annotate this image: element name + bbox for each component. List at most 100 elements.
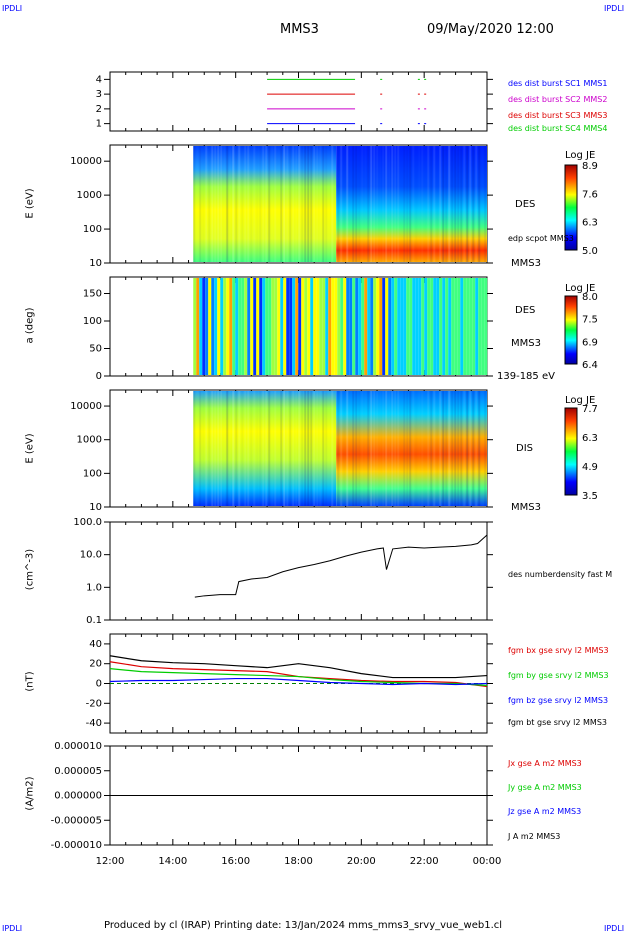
des-energy-overlay-label: edp scpot MMS3 bbox=[508, 234, 574, 243]
dis-energy-stripe bbox=[235, 391, 238, 506]
des-energy-stripe bbox=[277, 146, 279, 262]
des-pitch-column bbox=[304, 278, 308, 375]
des-energy-stripe bbox=[334, 146, 336, 262]
des-energy-stripe bbox=[322, 146, 325, 262]
des-pitch-column bbox=[319, 278, 323, 375]
des-pitch-column bbox=[364, 278, 368, 375]
des-pitch-column bbox=[301, 278, 305, 375]
density-tick-label: 1.0 bbox=[86, 582, 102, 593]
des-energy-stripe bbox=[232, 146, 235, 262]
fgm-tick-label: 0 bbox=[96, 679, 102, 690]
des-pitch-column bbox=[283, 278, 287, 375]
dis-energy-stripe bbox=[286, 391, 289, 506]
des-energy-stripe bbox=[463, 146, 466, 262]
des-pitch-column bbox=[352, 278, 356, 375]
dis-energy-stripe bbox=[418, 391, 420, 506]
des-pitch-column bbox=[307, 278, 311, 375]
des-pitch-column bbox=[391, 278, 395, 375]
dis-energy-stripe bbox=[319, 391, 321, 506]
des-energy-stripe bbox=[394, 146, 397, 262]
dis-energy-stripe bbox=[265, 391, 268, 506]
dis-energy-stripe bbox=[403, 391, 406, 506]
colorbar-tick-label: 8.9 bbox=[582, 161, 598, 172]
des-energy-stripe bbox=[403, 146, 406, 262]
fgm-bz-legend: fgm bz gse srvy l2 MMS3 bbox=[508, 696, 609, 705]
des-pitch-column bbox=[268, 278, 272, 375]
des-pitch-column bbox=[403, 278, 407, 375]
dis-energy-stripe bbox=[313, 391, 316, 506]
legend-burst-sc2: des dist burst SC2 MMS2 bbox=[508, 95, 608, 104]
des-energy-stripe bbox=[319, 146, 321, 262]
des-pitch-tick-label: 0 bbox=[96, 371, 102, 382]
burst-tick-label: 4 bbox=[96, 74, 102, 85]
dis-energy-stripe bbox=[262, 391, 265, 506]
dis-energy-stripe bbox=[217, 391, 220, 506]
des-energy-stripe bbox=[457, 146, 460, 262]
des-energy-stripe bbox=[409, 146, 412, 262]
dis-energy-stripe bbox=[427, 391, 430, 506]
des-pitch-column bbox=[448, 278, 452, 375]
burst-tick-label: 2 bbox=[96, 104, 102, 115]
des-energy-stripe bbox=[385, 146, 388, 262]
des-energy-stripe bbox=[217, 146, 220, 262]
des-energy-stripe bbox=[364, 146, 366, 262]
dis-energy-stripe bbox=[277, 391, 279, 506]
des-energy-stripe bbox=[298, 146, 301, 262]
datetime-title: 09/May/2020 12:00 bbox=[427, 22, 554, 37]
colorbar-tick-label: 6.3 bbox=[582, 218, 598, 229]
des-pitch-column bbox=[397, 278, 401, 375]
des-pitch-column bbox=[385, 278, 389, 375]
dis-energy-stripe bbox=[358, 391, 361, 506]
des-pitch-column bbox=[211, 278, 215, 375]
des-pitch-column bbox=[334, 278, 338, 375]
dis-energy-stripe bbox=[211, 391, 214, 506]
des-energy-stripe bbox=[367, 146, 370, 262]
dis-energy-stripe bbox=[382, 391, 385, 506]
des-pitch-column bbox=[232, 278, 236, 375]
des-energy-stripe bbox=[445, 146, 448, 262]
dis-energy-tick-label: 10000 bbox=[70, 401, 102, 412]
dis-energy-stripe bbox=[391, 391, 394, 506]
des-pitch-column bbox=[370, 278, 374, 375]
des-energy-early bbox=[193, 146, 337, 262]
colorbar-tick-label: 8.0 bbox=[582, 292, 598, 303]
dis-energy-stripe bbox=[241, 391, 243, 506]
des-energy-stripe bbox=[481, 146, 483, 262]
des-pitch-column bbox=[337, 278, 341, 375]
dis-energy-stripe bbox=[268, 391, 271, 506]
colorbar-tick-label: 4.9 bbox=[582, 462, 598, 473]
colorbar2-label: Log JE bbox=[565, 283, 596, 294]
dis-energy-stripe bbox=[292, 391, 295, 506]
des-pitch-column bbox=[460, 278, 464, 375]
des-pitch-column bbox=[481, 278, 485, 375]
des-pitch-column bbox=[244, 278, 248, 375]
des-energy-tick-label: 1000 bbox=[77, 190, 102, 201]
dis-energy-stripe bbox=[259, 391, 262, 506]
des-pitch-column bbox=[298, 278, 302, 375]
des-pitch-column bbox=[445, 278, 449, 375]
des-energy-stripe bbox=[214, 146, 217, 262]
dis-energy-stripe bbox=[202, 391, 204, 506]
des-pitch-column bbox=[274, 278, 278, 375]
des-energy-stripe bbox=[397, 146, 400, 262]
des-energy-stripe bbox=[355, 146, 358, 262]
burst-tick-label: 3 bbox=[96, 89, 102, 100]
des-energy-stripe bbox=[388, 146, 390, 262]
des-pitch-column bbox=[214, 278, 218, 375]
dis-energy-stripe bbox=[385, 391, 388, 506]
des-pitch-column bbox=[325, 278, 329, 375]
dis-energy-stripe bbox=[415, 391, 417, 506]
des-pitch-column bbox=[343, 278, 347, 375]
des-energy-stripe bbox=[412, 146, 415, 262]
des-energy-stripe bbox=[304, 146, 307, 262]
des-pitch-column bbox=[469, 278, 473, 375]
dis-energy-stripe bbox=[406, 391, 409, 506]
colorbar-tick-label: 3.5 bbox=[582, 491, 598, 502]
dis-energy-stripe bbox=[448, 391, 451, 506]
dis-energy-stripe bbox=[397, 391, 400, 506]
des-pitch-column bbox=[346, 278, 350, 375]
des-pitch-tick-label: 100 bbox=[83, 316, 102, 327]
des-pitch-column bbox=[280, 278, 284, 375]
dis-energy-stripe bbox=[229, 391, 231, 506]
des-energy-stripe bbox=[406, 146, 409, 262]
